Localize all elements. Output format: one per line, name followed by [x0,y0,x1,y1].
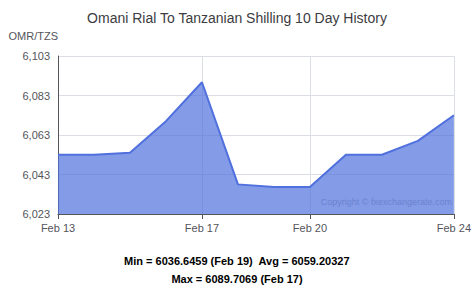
svg-text:Feb 17: Feb 17 [185,222,219,234]
svg-text:Min = 6036.6459 (Feb 19) Avg: Min = 6036.6459 (Feb 19) Avg = 6059.2032… [124,255,349,267]
svg-text:6,023: 6,023 [22,208,50,220]
svg-text:Max = 6089.7069 (Feb 17): Max = 6089.7069 (Feb 17) [171,273,302,285]
svg-text:6,083: 6,083 [22,90,50,102]
svg-text:6,043: 6,043 [22,169,50,181]
svg-text:Feb 13: Feb 13 [41,222,75,234]
svg-text:Feb 20: Feb 20 [293,222,327,234]
svg-text:OMR/TZS: OMR/TZS [9,30,59,42]
svg-text:Omani Rial To Tanzanian Shilli: Omani Rial To Tanzanian Shilling 10 Day … [87,10,387,26]
svg-text:6,063: 6,063 [22,129,50,141]
svg-text:6,103: 6,103 [22,50,50,62]
svg-text:Feb 24: Feb 24 [437,222,471,234]
